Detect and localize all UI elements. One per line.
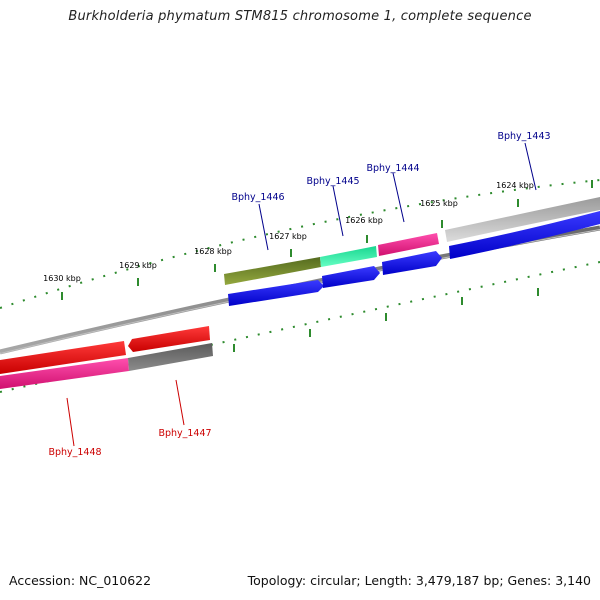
scale-labels: 1630 kbp 1629 kbp 1628 kbp 1627 kbp 1626… xyxy=(43,181,534,283)
gene-label-bphy-1447[interactable]: Bphy_1447 xyxy=(158,428,211,439)
label-leaders xyxy=(66,142,537,447)
gene-arrow[interactable] xyxy=(382,251,442,275)
gene-arrow[interactable] xyxy=(322,266,380,288)
blue-gene-track xyxy=(228,211,600,306)
gene-bphy-1443-block[interactable] xyxy=(445,197,600,242)
gene-labels-top: Bphy_1446 Bphy_1445 Bphy_1444 Bphy_1443 xyxy=(231,131,550,203)
gene-arrow[interactable] xyxy=(228,280,324,306)
inner-scale-ring xyxy=(0,261,600,393)
reverse-strand-genes xyxy=(0,326,213,389)
scale-label: 1626 kbp xyxy=(345,216,383,225)
scale-label: 1625 kbp xyxy=(420,199,458,208)
gene-bphy-1445-block[interactable] xyxy=(320,246,377,267)
gene-label-bphy-1445[interactable]: Bphy_1445 xyxy=(306,176,359,187)
gene-bphy-1448-block[interactable] xyxy=(0,358,129,389)
summary-text: Topology: circular; Length: 3,479,187 bp… xyxy=(247,573,591,588)
gene-arrow[interactable] xyxy=(449,211,600,259)
gene-label-bphy-1444[interactable]: Bphy_1444 xyxy=(366,163,419,174)
scale-label: 1624 kbp xyxy=(496,181,534,190)
gene-bphy-1447-block[interactable] xyxy=(128,343,213,371)
gene-arrow-red[interactable] xyxy=(0,341,126,374)
gene-label-bphy-1446[interactable]: Bphy_1446 xyxy=(231,192,284,203)
gene-label-bphy-1448[interactable]: Bphy_1448 xyxy=(48,447,101,458)
scale-label: 1628 kbp xyxy=(194,247,232,256)
scale-label: 1627 kbp xyxy=(269,232,307,241)
scale-label: 1630 kbp xyxy=(43,274,81,283)
gene-label-bphy-1443[interactable]: Bphy_1443 xyxy=(497,131,550,142)
gene-bphy-1446-block[interactable] xyxy=(224,257,321,285)
forward-strand-genes xyxy=(224,197,600,285)
gene-labels-bottom: Bphy_1448 Bphy_1447 xyxy=(48,428,211,458)
scale-label: 1629 kbp xyxy=(119,261,157,270)
gene-bphy-1444-block[interactable] xyxy=(378,233,439,256)
map-title: Burkholderia phymatum STM815 chromosome … xyxy=(68,9,532,24)
accession-text: Accession: NC_010622 xyxy=(9,573,152,588)
gene-arrow-red[interactable] xyxy=(128,326,210,352)
outer-major-ticks xyxy=(61,180,593,300)
outer-scale-ring xyxy=(0,179,600,309)
